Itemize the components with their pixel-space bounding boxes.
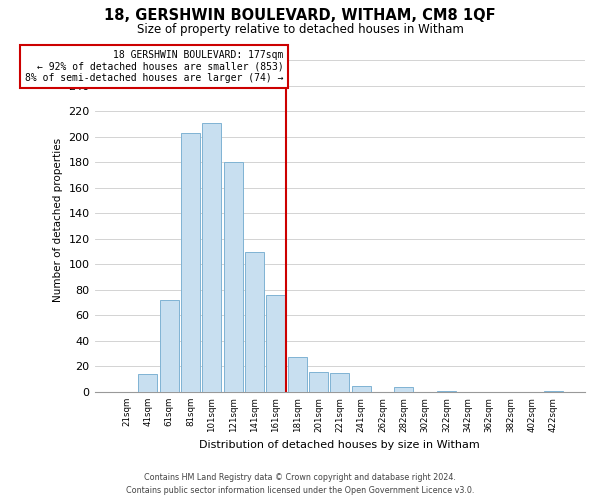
Bar	[330, 373, 349, 392]
Bar	[160, 300, 179, 392]
Bar	[352, 386, 371, 392]
Y-axis label: Number of detached properties: Number of detached properties	[53, 138, 63, 302]
Text: 18, GERSHWIN BOULEVARD, WITHAM, CM8 1QF: 18, GERSHWIN BOULEVARD, WITHAM, CM8 1QF	[104, 8, 496, 22]
Bar	[202, 123, 221, 392]
Bar	[544, 390, 563, 392]
Bar	[245, 252, 264, 392]
Bar	[394, 387, 413, 392]
X-axis label: Distribution of detached houses by size in Witham: Distribution of detached houses by size …	[199, 440, 480, 450]
Text: 18 GERSHWIN BOULEVARD: 177sqm
← 92% of detached houses are smaller (853)
8% of s: 18 GERSHWIN BOULEVARD: 177sqm ← 92% of d…	[25, 50, 283, 84]
Bar	[287, 358, 307, 392]
Text: Size of property relative to detached houses in Witham: Size of property relative to detached ho…	[137, 22, 463, 36]
Bar	[309, 372, 328, 392]
Bar	[181, 133, 200, 392]
Bar	[224, 162, 243, 392]
Bar	[437, 390, 456, 392]
Bar	[138, 374, 157, 392]
Bar	[266, 295, 286, 392]
Text: Contains HM Land Registry data © Crown copyright and database right 2024.
Contai: Contains HM Land Registry data © Crown c…	[126, 473, 474, 495]
